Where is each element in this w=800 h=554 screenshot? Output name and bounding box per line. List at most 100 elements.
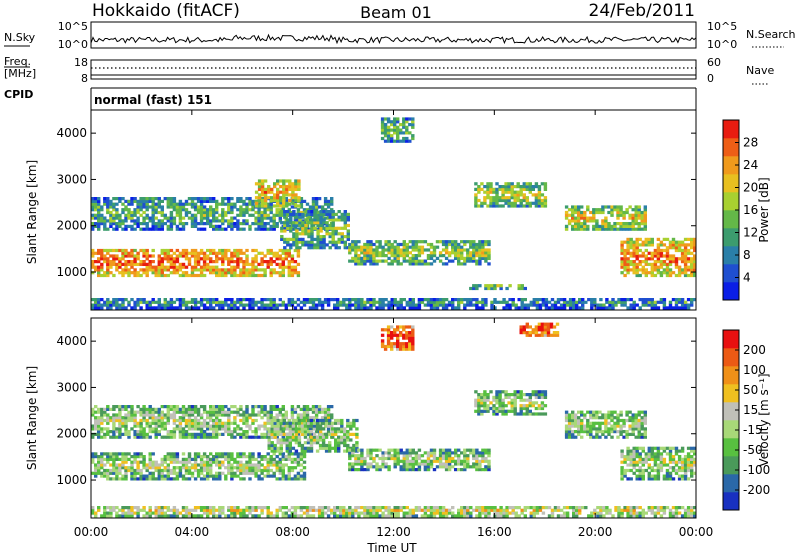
- heatmap-cell: [580, 410, 584, 414]
- heatmap-cell: [531, 185, 535, 189]
- heatmap-cell: [281, 435, 285, 439]
- heatmap-cell: [626, 243, 630, 247]
- heatmap-cell: [331, 235, 335, 239]
- heatmap-cell: [206, 268, 210, 272]
- heatmap-cell: [285, 187, 289, 191]
- heatmap-cell: [275, 222, 279, 226]
- heatmap-cell: [242, 210, 246, 215]
- heatmap-cell: [118, 457, 122, 461]
- heatmap-cell: [209, 213, 213, 217]
- sky-right-tick-top: 10^5: [707, 20, 737, 33]
- heatmap-cell: [668, 262, 673, 266]
- heatmap-cell: [346, 229, 350, 233]
- heatmap-cell: [328, 212, 332, 216]
- heatmap-cell: [103, 216, 107, 220]
- heatmap-cell: [490, 286, 494, 291]
- heatmap-cell: [519, 204, 523, 208]
- heatmap-cell: [124, 477, 128, 481]
- heatmap-cell: [269, 260, 273, 264]
- heatmap-cell: [469, 254, 473, 258]
- heatmap-cell: [124, 457, 128, 461]
- heatmap-cell: [399, 306, 403, 310]
- heatmap-cell: [644, 237, 648, 241]
- heatmap-cell: [441, 448, 446, 452]
- heatmap-cell: [295, 215, 299, 219]
- heatmap-cell: [637, 222, 641, 226]
- sky-left-tick-top: 10^5: [58, 20, 88, 33]
- heatmap-cell: [124, 227, 128, 231]
- heatmap-cell: [181, 416, 186, 420]
- heatmap-cell: [178, 219, 183, 223]
- heatmap-cell: [218, 413, 222, 417]
- heatmap-cell: [224, 430, 228, 434]
- heatmap-cell: [310, 212, 314, 216]
- heatmap-cell: [145, 257, 149, 261]
- heatmap-cell: [441, 303, 446, 307]
- heatmap-cell: [477, 204, 481, 208]
- heatmap-cell: [629, 237, 633, 241]
- heatmap-cell: [290, 205, 295, 209]
- heatmap-cell: [312, 427, 317, 431]
- heatmap-cell: [160, 262, 164, 266]
- heatmap-cell: [283, 210, 287, 214]
- heatmap-cell: [325, 212, 329, 216]
- heatmap-cell: [607, 222, 611, 226]
- heatmap-cell: [369, 259, 373, 263]
- heatmap-cell: [484, 303, 488, 307]
- heatmap-cell: [634, 205, 638, 209]
- heatmap-cell: [426, 300, 431, 304]
- heatmap-cell: [263, 432, 267, 436]
- heatmap-cell: [504, 390, 508, 394]
- heatmap-cell: [328, 223, 332, 228]
- heatmap-cell: [580, 216, 584, 220]
- heatmap-cell: [357, 248, 361, 252]
- heatmap-cell: [583, 213, 587, 217]
- heatmap-cell: [354, 456, 358, 461]
- heatmap-cell: [577, 219, 581, 223]
- heatmap-cell: [166, 455, 170, 459]
- heatmap-cell: [97, 216, 101, 220]
- heatmap-cell: [483, 409, 487, 413]
- heatmap-cell: [160, 227, 164, 231]
- heatmap-cell: [626, 251, 630, 255]
- heatmap-cell: [556, 306, 561, 310]
- heatmap-cell: [665, 246, 670, 250]
- heatmap-cell: [328, 218, 332, 222]
- heatmap-cell: [206, 468, 210, 473]
- heatmap-cell: [501, 412, 505, 416]
- heatmap-cell: [260, 268, 264, 272]
- heatmap-cell: [133, 210, 137, 215]
- heatmap-cell: [486, 406, 490, 411]
- heatmap-cell: [653, 306, 658, 310]
- heatmap-cell: [287, 271, 291, 275]
- heatmap-cell: [447, 259, 452, 263]
- heatmap-cell: [309, 418, 314, 423]
- heatmap-cell: [260, 455, 264, 459]
- heatmap-cell: [285, 427, 289, 431]
- heatmap-cell: [534, 185, 539, 189]
- heatmap-cell: [586, 208, 590, 212]
- heatmap-cell: [614, 300, 618, 304]
- heatmap-cell: [414, 456, 419, 461]
- heatmap-cell: [662, 248, 667, 253]
- heatmap-cell: [381, 248, 385, 252]
- heatmap-cell: [166, 227, 170, 231]
- heatmap-cell: [381, 254, 385, 258]
- heatmap-cell: [97, 421, 101, 425]
- heatmap-cell: [616, 216, 620, 220]
- heatmap-cell: [290, 460, 295, 464]
- heatmap-cell: [305, 416, 310, 420]
- heatmap-cell: [354, 240, 358, 244]
- heatmap-cell: [310, 235, 314, 239]
- heatmap-cell: [310, 218, 314, 222]
- heatmap-cell: [206, 466, 210, 470]
- heatmap-cell: [118, 413, 122, 417]
- freq-right-tick-bottom: 0: [707, 72, 714, 85]
- heatmap-cell: [423, 451, 428, 455]
- heatmap-cell: [375, 306, 379, 310]
- heatmap-cell: [109, 216, 113, 220]
- heatmap-cell: [209, 471, 213, 475]
- heatmap-cell: [513, 404, 517, 408]
- heatmap-cell: [142, 254, 146, 258]
- heatmap-cell: [184, 477, 189, 481]
